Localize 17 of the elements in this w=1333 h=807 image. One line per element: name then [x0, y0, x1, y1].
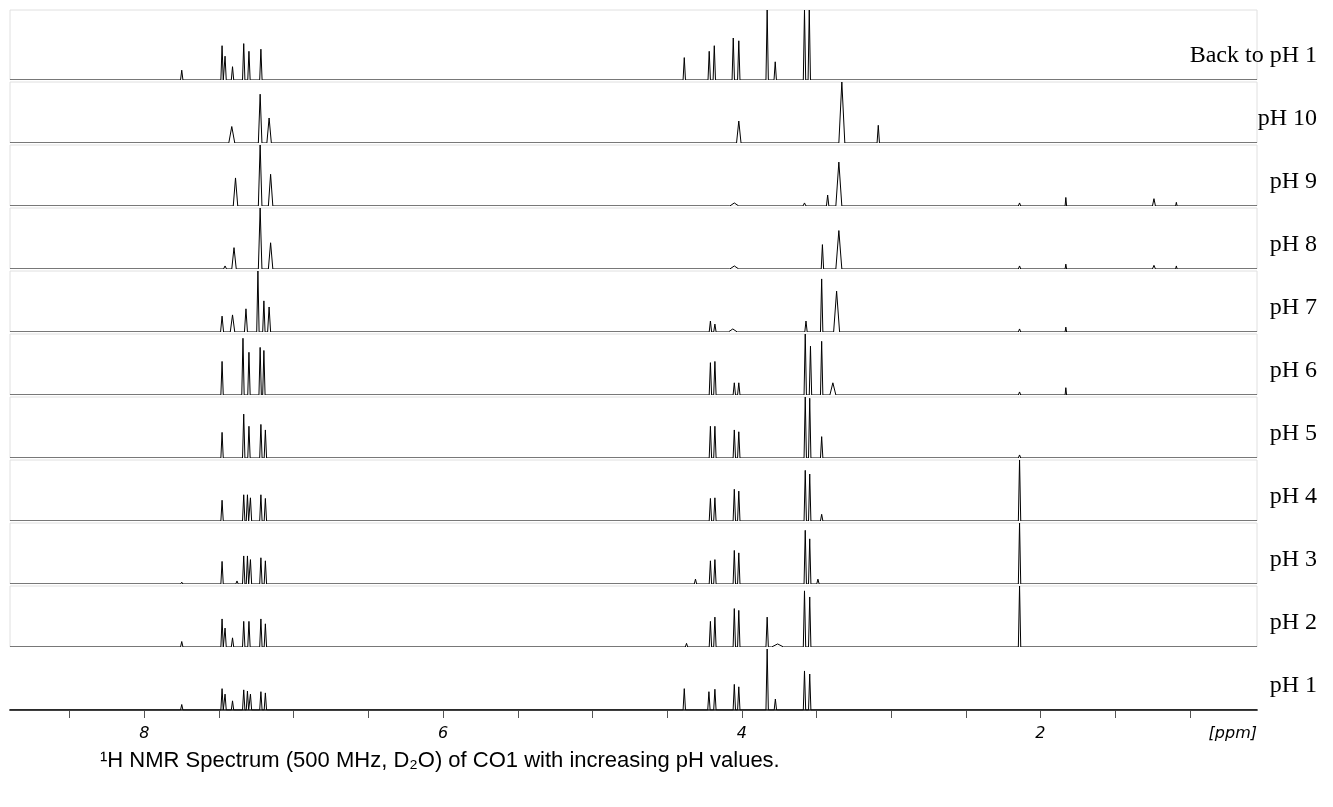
series-label: pH 4 [1269, 482, 1318, 508]
text: ¹H NMR Spectrum (500 MHz, D₂O) of CO1 with increasing pH values. [100, 746, 780, 772]
series-label: pH 7 [1269, 293, 1318, 319]
series-label: pH 8 [1269, 230, 1318, 256]
series-label: pH 1 [1269, 671, 1318, 697]
series-label: Back to pH 1 [1189, 41, 1317, 67]
x-axis-title: [ppm] [1208, 722, 1257, 742]
series-label: pH 6 [1269, 356, 1318, 382]
series-label: pH 5 [1269, 419, 1318, 445]
x-tick-label: 2 [1035, 722, 1046, 742]
series-label: pH 10 [1257, 104, 1318, 130]
series-label: pH 2 [1269, 608, 1318, 634]
x-tick-label: 8 [139, 722, 150, 742]
series-label: pH 9 [1269, 167, 1318, 193]
x-tick-label: 4 [736, 722, 747, 742]
x-tick-label: 6 [438, 722, 449, 742]
series-label: pH 3 [1269, 545, 1318, 571]
